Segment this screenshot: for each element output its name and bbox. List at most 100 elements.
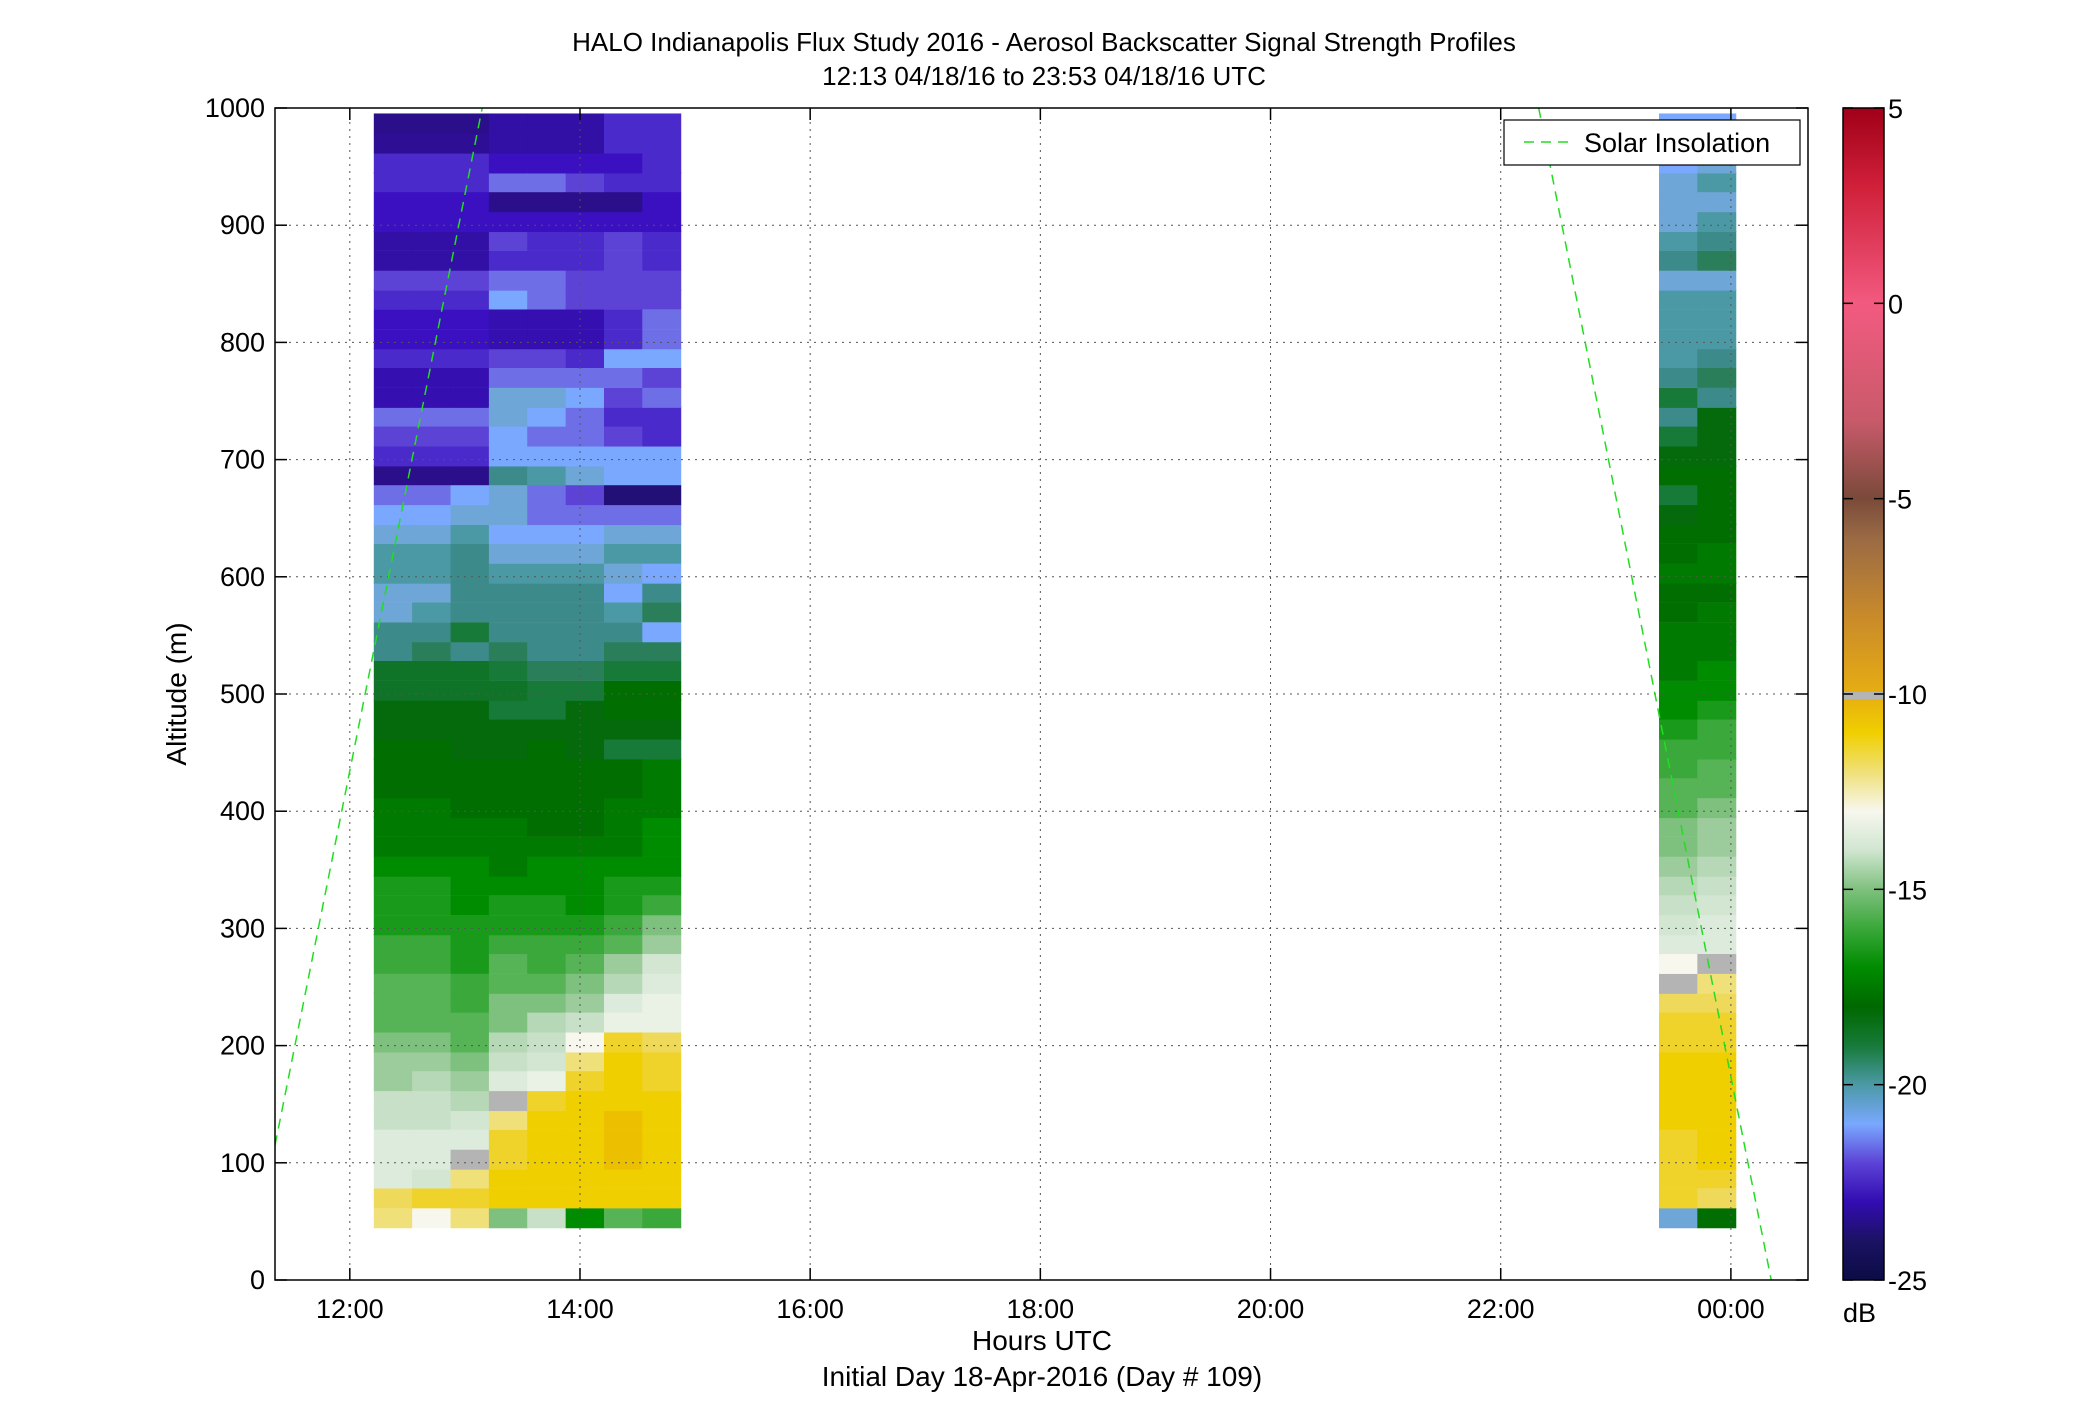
heatmap-cell [1659,622,1698,643]
heatmap-cell [1697,836,1737,857]
heatmap-cell [488,836,528,857]
heatmap-cell [412,739,452,760]
heatmap-cell [450,1109,490,1130]
heatmap-cell [603,133,643,154]
heatmap-cell [373,699,413,720]
heatmap-cell [450,973,490,994]
heatmap-cell [488,699,528,720]
heatmap-cell [565,563,605,584]
heatmap-cell [603,622,643,643]
heatmap-cell [488,504,528,526]
heatmap-cell [565,602,605,623]
heatmap-cell [527,1051,567,1072]
heatmap-cell [565,1032,605,1053]
heatmap-cell [412,523,452,544]
heatmap-cell [1697,1168,1737,1189]
heatmap-cell [1659,523,1698,544]
heatmap-cell [565,230,605,251]
heatmap-cell [488,191,528,213]
heatmap-cell [1697,329,1737,350]
heatmap-cell [1659,582,1698,603]
heatmap-cell [527,680,567,701]
heatmap-cell [373,895,413,916]
heatmap-cell [450,309,490,330]
heatmap-cell [373,230,413,251]
heatmap-cell [1697,230,1737,251]
heatmap-cell [527,933,567,955]
heatmap-cell [373,758,413,779]
heatmap-cell [1659,563,1698,584]
heatmap-cell [603,523,643,544]
heatmap-cell [642,1070,682,1092]
heatmap-cell [642,426,682,447]
heatmap-cell [565,836,605,857]
heatmap-cell [450,270,490,291]
heatmap-cell [603,211,643,233]
heatmap-cell [412,1012,452,1033]
heatmap-cell [527,113,567,134]
heatmap-cell [527,1149,567,1170]
heatmap-cell [373,777,413,799]
heatmap-cell [450,602,490,623]
heatmap-cell [527,543,567,564]
heatmap-cell [373,484,413,506]
heatmap-cell [603,289,643,310]
heatmap-cell [412,582,452,603]
heatmap-cell [527,1188,567,1209]
heatmap-cell [450,446,490,467]
heatmap-cell [488,953,528,974]
heatmap-cell [642,230,682,251]
heatmap-cell [373,270,413,291]
y-tick-label: 800 [220,327,265,357]
heatmap-cell [373,739,413,760]
heatmap-cell [412,191,452,213]
legend-box [1503,119,1801,166]
heatmap-cell [1697,640,1737,662]
heatmap-cell [1697,602,1737,623]
heatmap-cell [1697,563,1737,584]
heatmap-cell [373,309,413,330]
heatmap-cell [1697,387,1737,408]
heatmap-cell [488,446,528,467]
heatmap-cell [488,992,528,1013]
heatmap-cell [412,640,452,662]
heatmap-cell [450,797,490,819]
heatmap-cell [450,582,490,603]
heatmap-cell [1697,1090,1737,1112]
heatmap-cell [1697,250,1737,271]
heatmap-cell [1659,1208,1698,1229]
heatmap-cell [565,1188,605,1209]
heatmap-cell [527,309,567,330]
heatmap-cell [412,622,452,643]
heatmap-cell [527,270,567,291]
heatmap-cell [373,133,413,154]
heatmap-cell [373,426,413,447]
heatmap-cell [565,1149,605,1170]
heatmap-cell [488,602,528,623]
heatmap-cell [412,856,452,877]
heatmap-cell [603,329,643,350]
heatmap-cell [527,387,567,408]
heatmap-cell [527,563,567,584]
heatmap-cell [642,582,682,603]
heatmap-cell [412,446,452,467]
heatmap-cell [603,933,643,955]
heatmap-cell [488,563,528,584]
heatmap-cell [1659,406,1698,427]
heatmap-cell [527,1070,567,1092]
heatmap-cell [565,446,605,467]
colorbar: 5 0 -5 -10 -15 -20 -25 dB [1842,94,1927,1328]
heatmap-cell [1697,172,1737,193]
heatmap-cell [412,699,452,720]
heatmap-cell [565,367,605,388]
heatmap-cell [642,1168,682,1189]
heatmap-cell [450,465,490,486]
heatmap-cell [527,992,567,1013]
heatmap-cell [373,563,413,584]
heatmap-cell [412,1208,452,1229]
heatmap-cell [642,640,682,662]
heatmap-cell [642,523,682,544]
y-tick-label: 100 [220,1148,265,1178]
heatmap-cell [1659,347,1698,369]
